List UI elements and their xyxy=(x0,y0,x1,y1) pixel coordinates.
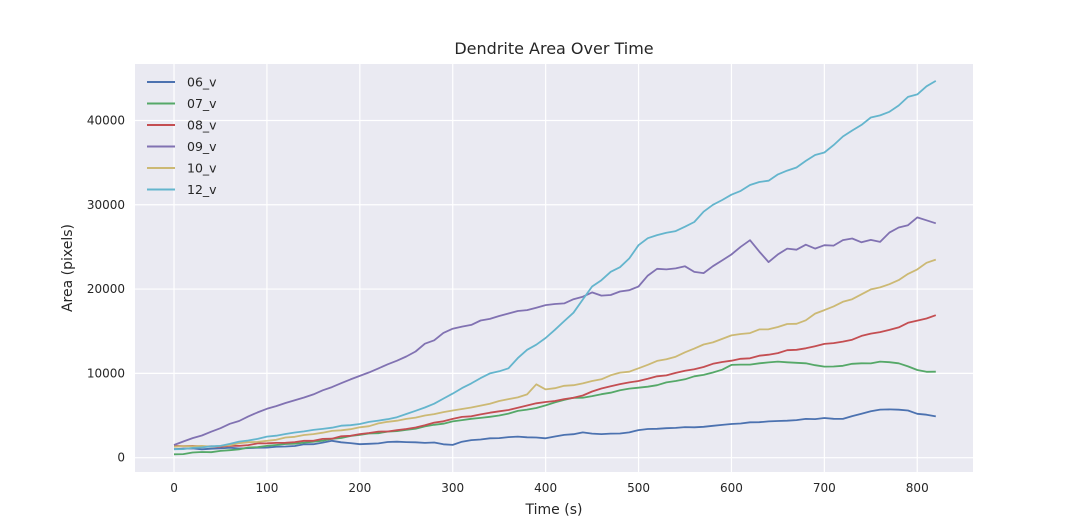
y-tick-label: 10000 xyxy=(87,366,125,380)
y-tick-label: 40000 xyxy=(87,113,125,127)
series-lines xyxy=(173,80,937,456)
x-tick-label: 700 xyxy=(813,481,836,495)
plot-area xyxy=(135,64,973,472)
x-tick-label: 500 xyxy=(627,481,650,495)
series-line-12_v xyxy=(173,80,937,451)
series-line-10_v xyxy=(173,258,937,448)
legend-entry: 10_v xyxy=(187,161,217,176)
series-line-09_v xyxy=(173,216,937,446)
y-tick-label: 30000 xyxy=(87,198,125,212)
grid xyxy=(135,64,973,472)
x-tick-label: 400 xyxy=(534,481,557,495)
chart-title: Dendrite Area Over Time xyxy=(454,39,653,58)
legend-entry: 09_v xyxy=(187,139,217,154)
x-axis-label: Time (s) xyxy=(525,502,583,518)
y-axis-label: Area (pixels) xyxy=(60,224,76,312)
legend-entry: 06_v xyxy=(187,75,217,90)
x-tick-label: 300 xyxy=(441,481,464,495)
series-line-06_v xyxy=(173,408,936,451)
y-tick-label: 20000 xyxy=(87,282,125,296)
x-tick-label: 600 xyxy=(720,481,743,495)
legend-entry: 08_v xyxy=(187,118,217,133)
legend: 06_v 07_v 08_v 09_v 10_v 12_v xyxy=(147,75,217,197)
series-line-08_v xyxy=(173,314,937,448)
legend-entry: 07_v xyxy=(187,96,217,111)
y-tick-label: 0 xyxy=(117,451,125,465)
x-tick-label: 200 xyxy=(348,481,371,495)
x-tick-label: 800 xyxy=(906,481,929,495)
x-tick-label: 0 xyxy=(170,481,178,495)
legend-entry: 12_v xyxy=(187,182,217,197)
series-line-07_v xyxy=(173,360,936,456)
tick-labels: 0 100 200 300 400 500 600 700 800 0 10000 20000 3000… xyxy=(87,113,929,495)
x-tick-label: 100 xyxy=(255,481,278,495)
